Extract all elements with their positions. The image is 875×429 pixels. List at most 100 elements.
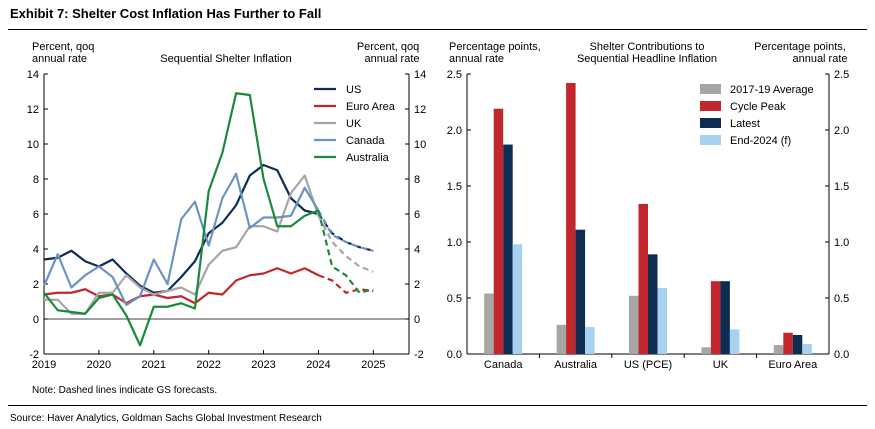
line-chart-ytick-label-right: 12 (414, 104, 426, 116)
bar-chart-title-1: Shelter Contributions to (590, 41, 705, 53)
series-line-canada (42, 172, 320, 307)
bar-australia-end-2024-f- (585, 327, 595, 354)
line-chart-ytick-label-left: 12 (27, 104, 39, 116)
bar-chart-ytick-label-left: 0.5 (447, 293, 462, 305)
series-forecast-canada (317, 209, 374, 252)
line-chart-ytick-label-right: 6 (414, 209, 420, 221)
line-chart-ytick-label-right: -2 (414, 349, 424, 361)
line-chart-xtick-label: 2024 (306, 359, 330, 371)
legend-label-2017-19-average: 2017-19 Average (730, 84, 814, 96)
legend-label-canada: Canada (346, 135, 385, 147)
series-line-australia (43, 92, 319, 347)
bar-canada-end-2024-f- (512, 244, 523, 354)
bar-chart-ytick-label-right: 0.5 (834, 293, 849, 305)
legend-label-end-2024-f-: End-2024 (f) (730, 135, 791, 147)
line-chart-xtick-label: 2019 (32, 359, 56, 371)
line-chart-ylabel-left-1: Percent, qoq (32, 41, 94, 53)
bar-euro-area-end-2024-f- (802, 343, 812, 354)
line-chart-ytick-label-right: 8 (414, 174, 420, 186)
series-line-us (43, 163, 319, 294)
bar-euro-area-cycle-peak (783, 332, 793, 354)
bar-uk-2017-19-average (701, 347, 711, 354)
legend-label-australia: Australia (346, 152, 390, 164)
bar-chart: 0.0 0.0 0.5 0.5 1.0 1.0 1.5 1.5 2.0 2.0 2.5 2.5 Cana… (447, 69, 850, 371)
bar-chart-ytick-label-left: 0.0 (447, 349, 462, 361)
line-chart: -2 -2 0 0 2 2 4 4 6 6 8 8 10 10 12 12 14 14 2019 2020 2021 20… (27, 69, 427, 371)
line-chart-ytick-label-right: 2 (414, 279, 420, 291)
bar-chart-category-label-australia: Australia (554, 359, 598, 371)
bar-chart-category-label-uk: UK (713, 359, 729, 371)
bar-chart-ytick-label-right: 2.5 (834, 69, 849, 81)
bar-uk-latest (720, 281, 730, 354)
bar-us-pce--cycle-peak (638, 203, 648, 354)
bar-chart-ytick-label-left: 2.0 (447, 125, 462, 137)
line-chart-ytick-label-left: 2 (33, 279, 39, 291)
line-chart-ylabel-right-1: Percent, qoq (357, 41, 419, 53)
bar-uk-end-2024-f- (729, 329, 740, 354)
legend-swatch-end-2024-f- (700, 135, 721, 145)
line-chart-ylabel-right-2: annual rate (364, 53, 419, 65)
legend-swatch-latest (700, 118, 721, 128)
bar-chart-category-label-euro-area: Euro Area (768, 359, 818, 371)
bar-euro-area-latest (792, 334, 803, 354)
line-chart-ylabel-left-2: annual rate (32, 53, 87, 65)
series-forecast-us (317, 213, 374, 252)
bar-us-pce--end-2024-f- (657, 287, 667, 354)
line-chart-ytick-label-right: 0 (414, 314, 420, 326)
line-chart-ytick-label-right: 14 (414, 69, 426, 81)
bar-chart-ytick-label-right: 1.5 (834, 181, 849, 193)
bar-chart-title-2: Sequential Headline Inflation (577, 53, 717, 65)
series-line-uk (44, 174, 320, 315)
bottom-rule (8, 405, 867, 406)
series-forecast-australia (317, 210, 374, 294)
legend-label-uk: UK (346, 118, 362, 130)
bar-chart-ytick-label-left: 1.5 (447, 181, 462, 193)
bar-us-pce--2017-19-average (629, 295, 639, 354)
line-chart-xtick-label: 2021 (142, 359, 166, 371)
bar-chart-ytick-label-left: 2.5 (447, 69, 462, 81)
bar-uk-cycle-peak (710, 281, 721, 354)
source-note: Source: Haver Analytics, Goldman Sachs G… (10, 413, 322, 424)
series-forecast-uk (317, 215, 374, 273)
legend-label-us: US (346, 84, 361, 96)
line-chart-ytick-label-right: 4 (414, 244, 420, 256)
bar-chart-category-label-us-pce-: US (PCE) (624, 359, 672, 371)
bar-chart-ytick-label-right: 1.0 (834, 237, 849, 249)
line-chart-xtick-label: 2020 (87, 359, 111, 371)
legend-swatch-cycle-peak (700, 101, 721, 111)
line-chart-ytick-label-left: -2 (29, 349, 39, 361)
bar-australia-2017-19-average (556, 324, 567, 354)
bar-chart-ytick-label-left: 1.0 (447, 237, 462, 249)
line-chart-xtick-label: 2025 (361, 359, 385, 371)
bar-euro-area-2017-19-average (773, 345, 784, 354)
bar-chart-ylabel-right-2: annual rate (792, 53, 847, 65)
bar-australia-cycle-peak (566, 82, 576, 355)
line-chart-ytick-label-right: 10 (414, 139, 426, 151)
legend-label-cycle-peak: Cycle Peak (730, 101, 786, 113)
bar-australia-latest (575, 229, 586, 354)
bar-chart-category-label-canada: Canada (484, 359, 523, 371)
top-rule (8, 29, 867, 30)
bar-us-pce--latest (648, 254, 658, 354)
line-chart-note: Note: Dashed lines indicate GS forecasts… (32, 385, 217, 396)
legend-swatch-2017-19-average (700, 84, 721, 94)
line-chart-ytick-label-left: 8 (33, 174, 39, 186)
line-chart-ytick-label-left: 6 (33, 209, 39, 221)
line-chart-xtick-label: 2023 (251, 359, 275, 371)
bar-canada-cycle-peak (493, 108, 504, 354)
series-line-euro-area (43, 267, 319, 305)
line-chart-ytick-label-left: 0 (33, 314, 39, 326)
bar-canada-latest (503, 144, 513, 354)
bar-chart-ytick-label-right: 2.0 (834, 125, 849, 137)
bar-chart-ylabel-left-1: Percentage points, (449, 41, 541, 53)
series-forecast-euro-area (318, 274, 374, 294)
legend-label-euro-area: Euro Area (346, 101, 396, 113)
bar-canada-2017-19-average (484, 293, 494, 354)
line-chart-ytick-label-left: 14 (27, 69, 39, 81)
legend-label-latest: Latest (730, 118, 760, 130)
line-chart-title: Sequential Shelter Inflation (160, 53, 291, 65)
bar-chart-ytick-label-right: 0.0 (834, 349, 849, 361)
bar-chart-ylabel-right-1: Percentage points, (754, 41, 846, 53)
line-chart-xtick-label: 2022 (196, 359, 220, 371)
